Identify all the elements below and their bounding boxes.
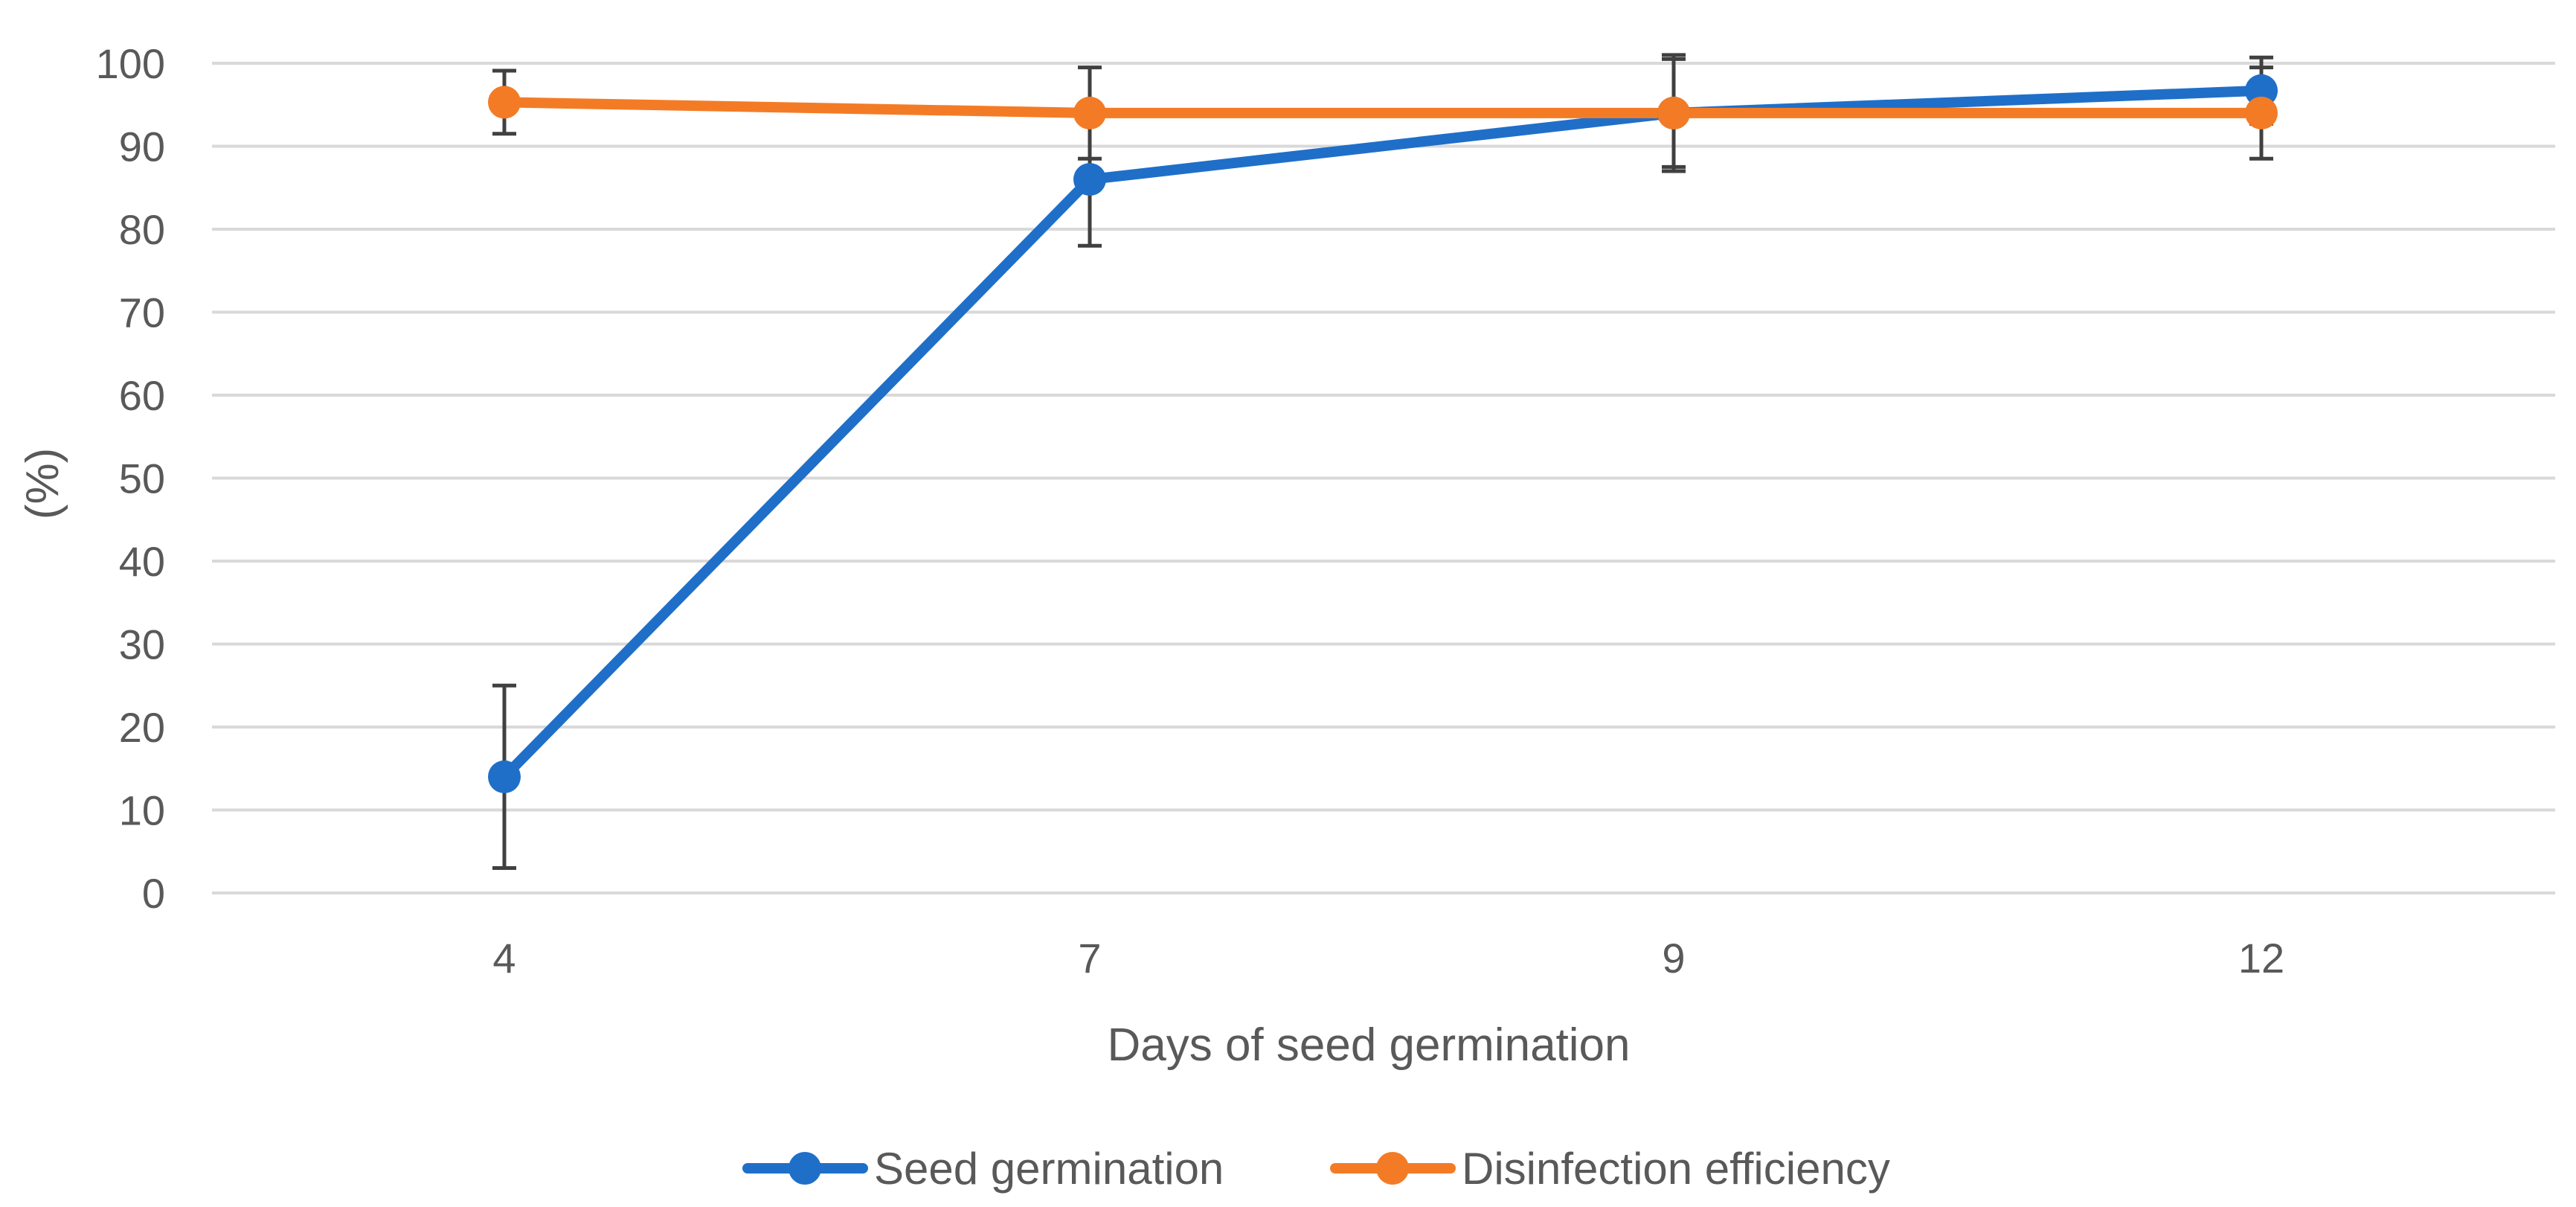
x-tick-label-9: 9 [1662, 935, 1685, 982]
point-disinfection-efficiency-9 [1657, 96, 1690, 129]
x-tick-label-12: 12 [2238, 935, 2284, 982]
legend-item-disinfection-efficiency[interactable]: Disinfection efficiency [1330, 1144, 1890, 1194]
y-tick-label-80: 80 [119, 206, 165, 253]
gridlines [212, 62, 2555, 894]
y-tick-label-70: 70 [119, 289, 165, 336]
series-line-seed-germination [499, 85, 2267, 782]
point-disinfection-efficiency-7 [1073, 96, 1106, 129]
y-tick-label-40: 40 [119, 538, 165, 585]
y-tick-label-60: 60 [119, 372, 165, 419]
x-tick-label-7: 7 [1078, 935, 1101, 982]
x-tick-label-4: 4 [492, 935, 515, 982]
data-points [488, 74, 2278, 793]
y-tick-label-90: 90 [119, 124, 165, 170]
y-axis-ticks: 0 10 20 30 40 50 60 70 80 90 100 [96, 40, 165, 917]
error-bars [492, 53, 2273, 871]
legend-item-seed-germination[interactable]: Seed germination [742, 1144, 1224, 1194]
legend-marker-seed-germination [788, 1152, 821, 1185]
y-tick-label-30: 30 [119, 621, 165, 668]
point-disinfection-efficiency-4 [488, 86, 521, 119]
y-axis-title: (%) [17, 448, 68, 519]
x-axis-ticks: 4 7 9 12 [492, 935, 2284, 982]
y-tick-label-0: 0 [142, 870, 165, 917]
y-tick-label-20: 20 [119, 704, 165, 751]
legend: Seed germination Disinfection efficiency [742, 1144, 1890, 1194]
legend-marker-disinfection-efficiency [1376, 1152, 1409, 1185]
x-axis-title: Days of seed germination [1107, 1019, 1630, 1071]
series-lines [499, 85, 2267, 782]
y-tick-label-10: 10 [119, 787, 165, 834]
y-tick-label-100: 100 [96, 40, 165, 87]
legend-label-seed-germination: Seed germination [874, 1144, 1224, 1194]
point-seed-germination-7 [1073, 163, 1106, 196]
point-disinfection-efficiency-12 [2245, 96, 2278, 129]
point-seed-germination-4 [488, 760, 521, 793]
legend-label-disinfection-efficiency: Disinfection efficiency [1462, 1144, 1890, 1194]
series-line-disinfection-efficiency [499, 97, 2267, 118]
y-tick-label-50: 50 [119, 455, 165, 502]
point-seed-germination-12 [2245, 74, 2278, 107]
